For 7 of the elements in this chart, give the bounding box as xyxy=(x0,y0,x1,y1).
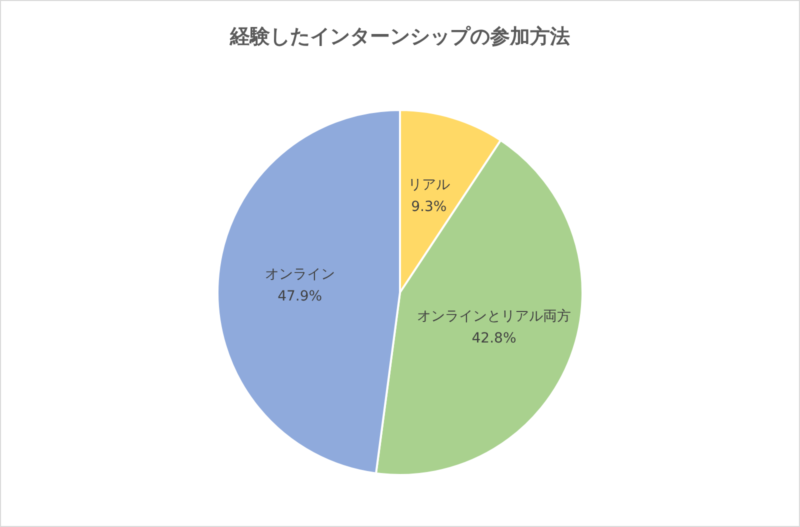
data-label: 47.9% xyxy=(278,288,322,305)
slice-label: オンラインとリアル両方 xyxy=(417,308,572,324)
slice-label: オンライン xyxy=(264,266,335,283)
slice-label: リアル xyxy=(408,177,450,194)
chart-title: 経験したインターンシップの参加方法 xyxy=(228,23,571,50)
data-label: 9.3% xyxy=(411,199,447,216)
data-label: 42.8% xyxy=(472,330,516,346)
